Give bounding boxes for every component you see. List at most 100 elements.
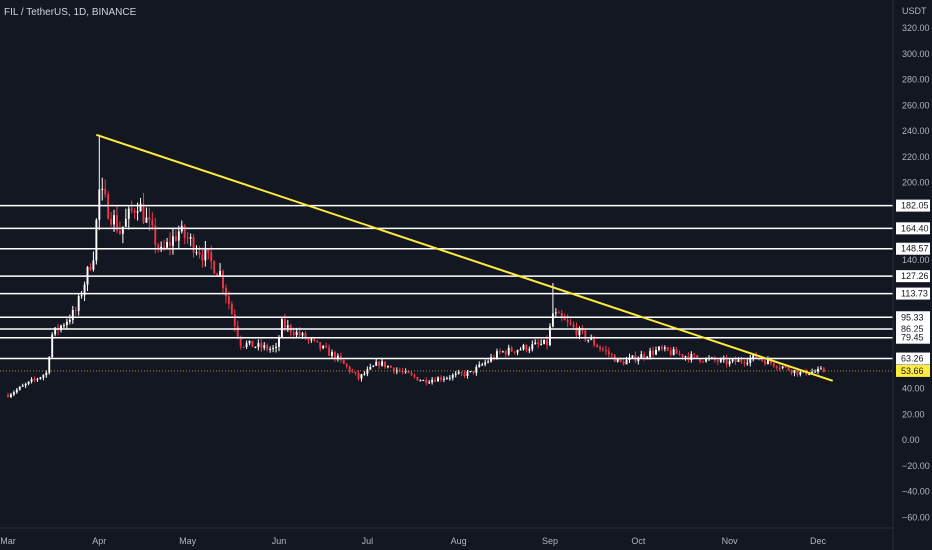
candle-body [528, 349, 531, 351]
level-price-label: 164.40 [901, 223, 929, 233]
candle-body [507, 347, 510, 355]
candle-body [18, 386, 21, 390]
candle-body [428, 382, 431, 384]
candle-body [490, 357, 493, 362]
candle-body [260, 343, 263, 348]
candle-body [610, 354, 613, 356]
candle-body [378, 361, 381, 366]
candle-body [15, 389, 18, 393]
candle-body [451, 374, 454, 378]
candle-body [781, 366, 784, 368]
candle-body [266, 345, 269, 350]
candle-body [301, 333, 304, 336]
candle-body [602, 348, 604, 350]
time-tick-label: Jul [362, 536, 374, 546]
candle-body [110, 218, 113, 225]
price-badges-layer: 182.05 164.40 148.57 127.26 113.73 95.33 86.25… [896, 199, 930, 377]
price-tick-label: 140.00 [902, 255, 930, 265]
time-tick-label: Aug [451, 536, 467, 546]
level-price-label: 148.57 [901, 244, 929, 254]
candle-body [333, 352, 336, 360]
candle-body [546, 339, 548, 346]
time-tick-label: Apr [92, 536, 106, 546]
candle-body [678, 353, 681, 355]
candle-body [431, 379, 434, 383]
candle-body [637, 358, 640, 362]
candle-body [251, 340, 254, 348]
candle-body [51, 334, 54, 358]
candle-body [71, 310, 74, 320]
candle-body [442, 378, 445, 380]
candles-layer [7, 134, 825, 399]
candle-body [236, 326, 239, 337]
candle-body [501, 351, 504, 353]
price-tick-label: 320.00 [902, 23, 930, 33]
candle-body [263, 345, 266, 348]
level-price-badge [896, 287, 930, 300]
candle-body [769, 359, 772, 364]
candle-body [472, 371, 475, 373]
candle-body [625, 359, 628, 365]
candle-body [160, 246, 163, 249]
candle-body [254, 346, 257, 348]
candle-body [434, 379, 437, 382]
candle-body [219, 271, 222, 276]
candle-body [690, 354, 693, 360]
candle-body [12, 392, 15, 395]
candle-body [42, 375, 45, 378]
candle-body [283, 319, 286, 328]
candle-body [484, 362, 487, 365]
time-tick-label: Nov [722, 536, 739, 546]
candle-body [166, 242, 169, 248]
candle-body [124, 218, 127, 227]
candle-body [440, 377, 442, 380]
candle-body [787, 366, 790, 371]
candle-body [322, 345, 325, 349]
candle-body [752, 355, 755, 359]
candle-body [557, 312, 560, 314]
candle-body [36, 378, 39, 380]
candle-body [80, 295, 83, 297]
candle-body [702, 361, 705, 363]
candle-body [755, 355, 758, 359]
candle-body [157, 244, 160, 249]
level-price-label: 86.25 [901, 324, 924, 334]
level-price-label: 127.26 [901, 271, 929, 281]
candle-body [319, 342, 322, 349]
price-tick-label: 220.00 [902, 152, 930, 162]
candle-body [48, 357, 51, 373]
candle-body [575, 327, 578, 336]
candle-body [192, 237, 195, 253]
candle-body [666, 347, 669, 351]
candle-body [681, 354, 684, 358]
candle-body [416, 376, 419, 381]
price-tick-label: 0.00 [902, 435, 920, 445]
candle-body [130, 208, 133, 211]
candle-body [493, 357, 495, 359]
candle-body [154, 225, 157, 245]
candle-body [740, 359, 743, 362]
level-price-badge [896, 270, 930, 283]
candle-body [814, 371, 817, 373]
candle-body [381, 361, 384, 366]
level-price-badge [896, 311, 930, 324]
candle-body [731, 359, 734, 362]
candle-body [401, 371, 404, 373]
candle-body [121, 226, 124, 234]
price-tick-label: −60.00 [902, 512, 930, 522]
time-tick-label: Oct [631, 536, 646, 546]
candle-body [551, 313, 554, 327]
candle-body [177, 231, 180, 241]
price-tick-label: −40.00 [902, 487, 930, 497]
level-price-badge [896, 199, 930, 212]
candle-body [519, 349, 522, 351]
candle-body [646, 357, 649, 359]
candle-body [118, 230, 121, 234]
time-axis[interactable]: Mar Apr May Jun Jul Aug Sep Oct Nov Dec [0, 536, 826, 546]
candle-body [278, 337, 280, 347]
descending-trendline[interactable] [96, 133, 834, 382]
candle-body [30, 379, 33, 382]
candle-body [89, 266, 92, 270]
